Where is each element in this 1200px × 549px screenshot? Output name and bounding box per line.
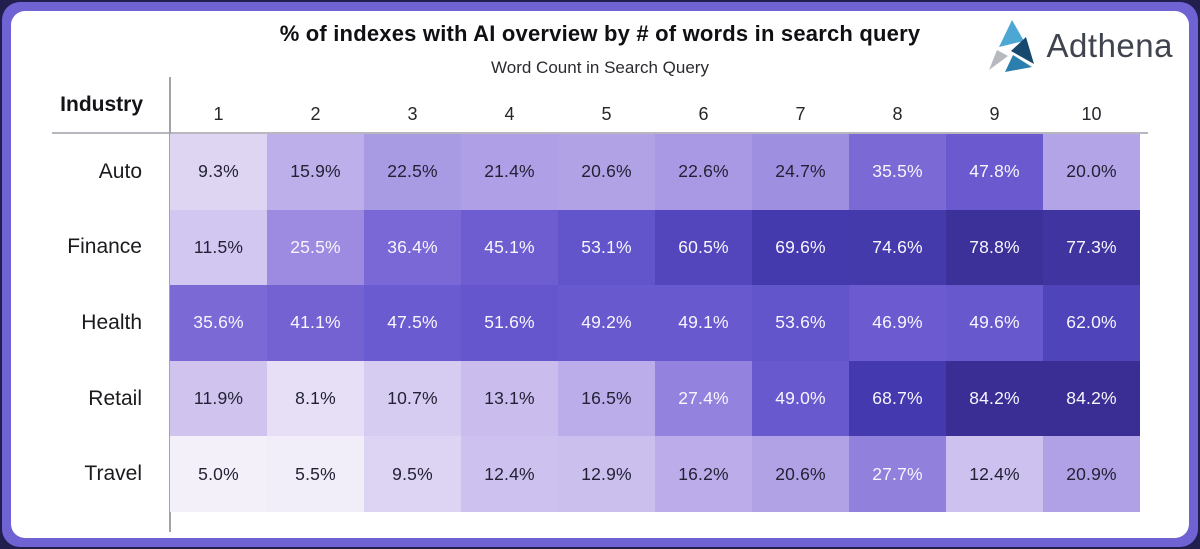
- row-label: Travel: [84, 462, 142, 486]
- column-header: 5: [601, 104, 612, 124]
- row-header-label: Industry: [60, 93, 143, 116]
- heatmap-cell: 49.6%: [946, 285, 1043, 361]
- chart-card: % of indexes with AI overview by # of wo…: [11, 11, 1189, 538]
- heatmap-cell: 15.9%: [267, 134, 364, 210]
- column-header: 10: [1081, 104, 1102, 124]
- adthena-logo-text: Adthena: [1046, 27, 1173, 64]
- row-label: Finance: [67, 235, 142, 259]
- column-header: 7: [795, 104, 806, 124]
- column-header: 6: [698, 104, 709, 124]
- heatmap-cell: 49.1%: [655, 285, 752, 361]
- heatmap-cell: 49.0%: [752, 360, 849, 437]
- column-header: 4: [504, 104, 515, 124]
- column-headers: 1 2 3 4 5 6 7 8 9 10: [170, 101, 1140, 127]
- heatmap-cell: 11.9%: [170, 360, 267, 437]
- heatmap-cell: 22.6%: [655, 134, 752, 210]
- heatmap-cell: 16.2%: [655, 436, 752, 512]
- heatmap-cell: 16.5%: [558, 360, 655, 437]
- column-header: 8: [892, 104, 903, 124]
- row-label: Auto: [98, 159, 142, 183]
- header-rule-line: [52, 132, 1148, 134]
- heatmap-cell: 35.6%: [170, 285, 267, 361]
- column-header: 2: [310, 104, 321, 124]
- heatmap-cell: 20.6%: [752, 436, 849, 512]
- heatmap-cell: 69.6%: [752, 209, 849, 286]
- heatmap-cell: 47.5%: [364, 285, 461, 361]
- heatmap-cell: 78.8%: [946, 209, 1043, 286]
- heatmap-cell: 21.4%: [461, 134, 558, 210]
- heatmap-grid: 9.3% 15.9% 22.5% 21.4% 20.6% 22.6% 24.7% 35.5% 4…: [170, 134, 1140, 512]
- adthena-logo-icon: [988, 20, 1034, 72]
- heatmap-cell: 49.2%: [558, 285, 655, 361]
- heatmap-cell: 24.7%: [752, 134, 849, 210]
- heatmap-cell: 53.1%: [558, 209, 655, 286]
- heatmap-cell: 74.6%: [849, 209, 946, 286]
- heatmap-cell: 53.6%: [752, 285, 849, 361]
- heatmap-cell: 25.5%: [267, 209, 364, 286]
- heatmap-cell: 62.0%: [1043, 285, 1140, 361]
- heatmap-cell: 12.9%: [558, 436, 655, 512]
- heatmap-cell: 9.5%: [364, 436, 461, 512]
- row-labels: Auto Finance Health Retail Travel: [29, 134, 142, 512]
- heatmap-cell: 10.7%: [364, 360, 461, 437]
- heatmap-cell: 41.1%: [267, 285, 364, 361]
- heatmap-cell: 45.1%: [461, 209, 558, 286]
- heatmap-cell: 47.8%: [946, 134, 1043, 210]
- heatmap-cell: 11.5%: [170, 209, 267, 286]
- heatmap-cell: 68.7%: [849, 360, 946, 437]
- heatmap-cell: 27.4%: [655, 360, 752, 437]
- chart-title: % of indexes with AI overview by # of wo…: [279, 21, 921, 46]
- heatmap-cell: 8.1%: [267, 360, 364, 437]
- column-header: 3: [407, 104, 418, 124]
- heatmap-cell: 84.2%: [1043, 360, 1140, 437]
- row-label: Retail: [88, 386, 142, 410]
- heatmap-cell: 12.4%: [461, 436, 558, 512]
- adthena-logo: Adthena: [988, 18, 1173, 74]
- heatmap-cell: 13.1%: [461, 360, 558, 437]
- heatmap-cell: 12.4%: [946, 436, 1043, 512]
- column-header: 9: [989, 104, 1000, 124]
- heatmap-cell: 84.2%: [946, 360, 1043, 437]
- heatmap-cell: 20.0%: [1043, 134, 1140, 210]
- heatmap-cell: 60.5%: [655, 209, 752, 286]
- heatmap-cell: 20.9%: [1043, 436, 1140, 512]
- heatmap-cell: 9.3%: [170, 134, 267, 210]
- column-header: 1: [213, 104, 224, 124]
- heatmap-cell: 46.9%: [849, 285, 946, 361]
- heatmap-cell: 22.5%: [364, 134, 461, 210]
- row-label: Health: [81, 310, 142, 334]
- x-axis-title: Word Count in Search Query: [491, 58, 709, 77]
- heatmap-cell: 36.4%: [364, 209, 461, 286]
- heatmap-cell: 5.0%: [170, 436, 267, 512]
- heatmap-cell: 5.5%: [267, 436, 364, 512]
- heatmap-cell: 35.5%: [849, 134, 946, 210]
- heatmap-cell: 77.3%: [1043, 209, 1140, 286]
- heatmap-cell: 27.7%: [849, 436, 946, 512]
- heatmap-cell: 51.6%: [461, 285, 558, 361]
- heatmap-cell: 20.6%: [558, 134, 655, 210]
